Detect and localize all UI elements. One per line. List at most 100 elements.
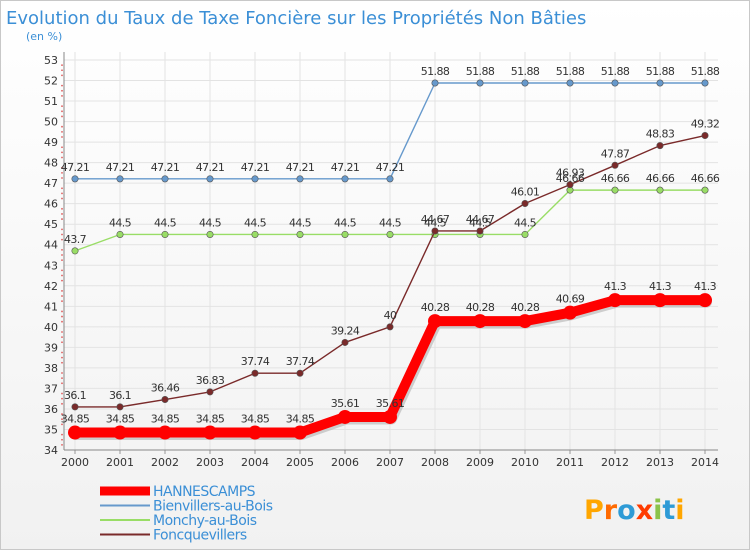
data-label: 51.88 <box>601 65 630 78</box>
data-label: 51.88 <box>511 65 540 78</box>
legend-label: Bienvillers-au-Bois <box>153 499 273 515</box>
x-tick-label: 2001 <box>106 456 134 469</box>
data-label: 47.87 <box>601 147 630 160</box>
y-minor-tick <box>61 423 63 426</box>
data-label: 35.61 <box>331 397 360 410</box>
y-minor-tick <box>61 69 63 72</box>
data-label: 51.88 <box>466 65 495 78</box>
data-label: 36.46 <box>151 382 180 395</box>
data-point <box>341 338 349 346</box>
data-point <box>161 230 169 238</box>
y-minor-tick <box>61 418 63 421</box>
y-tick-label: 37 <box>44 382 58 395</box>
data-label: 44.5 <box>109 216 132 229</box>
y-minor-tick <box>61 290 63 292</box>
data-label: 34.85 <box>61 413 90 426</box>
data-label: 51.88 <box>421 65 450 78</box>
data-point <box>71 403 79 411</box>
data-point <box>521 230 529 238</box>
data-label: 37.74 <box>286 355 315 368</box>
y-minor-tick <box>61 248 63 251</box>
y-tick-label: 50 <box>44 116 58 129</box>
data-label: 47.21 <box>151 161 180 174</box>
x-tick-label: 2004 <box>241 456 269 469</box>
series-layer <box>68 79 712 441</box>
logo-letter: P <box>584 495 604 526</box>
data-point <box>611 186 619 194</box>
data-point <box>476 227 484 235</box>
data-label: 34.85 <box>106 413 135 426</box>
data-label: 46.66 <box>556 172 585 185</box>
y-tick-label: 41 <box>44 300 58 313</box>
data-point <box>341 175 349 183</box>
x-tick-label: 2012 <box>601 456 629 469</box>
data-point <box>656 79 664 87</box>
data-label: 34.85 <box>241 413 270 426</box>
data-point <box>656 186 664 194</box>
x-tick-label: 2003 <box>196 456 224 469</box>
data-label: 37.74 <box>241 355 270 368</box>
data-point <box>518 314 532 329</box>
data-label: 47.21 <box>106 161 135 174</box>
legend-label: HANNESCAMPS <box>153 484 256 500</box>
y-minor-tick <box>61 110 63 113</box>
data-point <box>206 175 214 183</box>
y-minor-tick <box>61 259 63 262</box>
data-label: 41.3 <box>694 280 717 293</box>
data-point <box>248 425 262 440</box>
data-label: 41.3 <box>604 280 627 293</box>
data-point <box>116 230 124 238</box>
y-minor-tick <box>61 295 63 297</box>
y-tick-label: 36 <box>44 403 58 416</box>
y-minor-tick <box>61 372 63 374</box>
data-label: 47.21 <box>376 161 405 174</box>
y-tick-label: 49 <box>44 136 58 149</box>
y-minor-tick <box>61 331 63 333</box>
y-tick-label: 46 <box>44 198 58 211</box>
data-label: 34.85 <box>196 413 225 426</box>
proxiti-logo: Proxiti <box>584 495 685 526</box>
y-tick-label: 52 <box>44 75 58 88</box>
data-point <box>338 409 352 424</box>
data-label: 41.3 <box>649 280 672 293</box>
data-label: 51.88 <box>646 65 675 78</box>
y-minor-tick <box>61 207 63 210</box>
y-minor-tick <box>61 171 63 174</box>
logo-letter: t <box>662 495 675 526</box>
data-point <box>566 79 574 87</box>
data-label: 44.5 <box>334 216 357 229</box>
data-point <box>251 369 259 377</box>
y-minor-tick <box>61 95 63 97</box>
legend-label: Foncquevillers <box>153 528 247 544</box>
data-point <box>206 388 214 396</box>
data-point <box>563 305 577 320</box>
data-label: 48.83 <box>646 128 675 141</box>
x-axis-ticks: 2000 2001 2002 2003 2004 2005 2006 2007 2008 2009… <box>61 456 719 469</box>
y-minor-tick <box>61 192 63 195</box>
y-minor-tick <box>61 177 63 179</box>
data-label: 49.32 <box>691 118 720 131</box>
y-tick-label: 39 <box>44 341 58 354</box>
data-label: 34.85 <box>286 413 315 426</box>
data-point <box>521 79 529 87</box>
data-point <box>473 314 487 329</box>
y-minor-tick <box>61 382 63 385</box>
y-tick-label: 45 <box>44 218 58 231</box>
y-tick-label: 38 <box>44 362 58 375</box>
data-point <box>161 396 169 404</box>
data-point <box>203 425 217 440</box>
data-label: 46.01 <box>511 185 540 198</box>
data-label: 46.93 <box>556 167 585 180</box>
data-label: 40 <box>384 309 397 322</box>
data-labels: 47.21 47.21 47.21 47.21 47.21 47.21 47.21 47.21… <box>61 65 721 426</box>
data-point <box>611 79 619 87</box>
y-minor-tick <box>61 254 63 256</box>
axes <box>61 52 718 454</box>
data-label: 47.21 <box>61 161 90 174</box>
y-minor-tick <box>61 361 63 364</box>
data-point <box>293 425 307 440</box>
data-label: 44.5 <box>154 216 177 229</box>
